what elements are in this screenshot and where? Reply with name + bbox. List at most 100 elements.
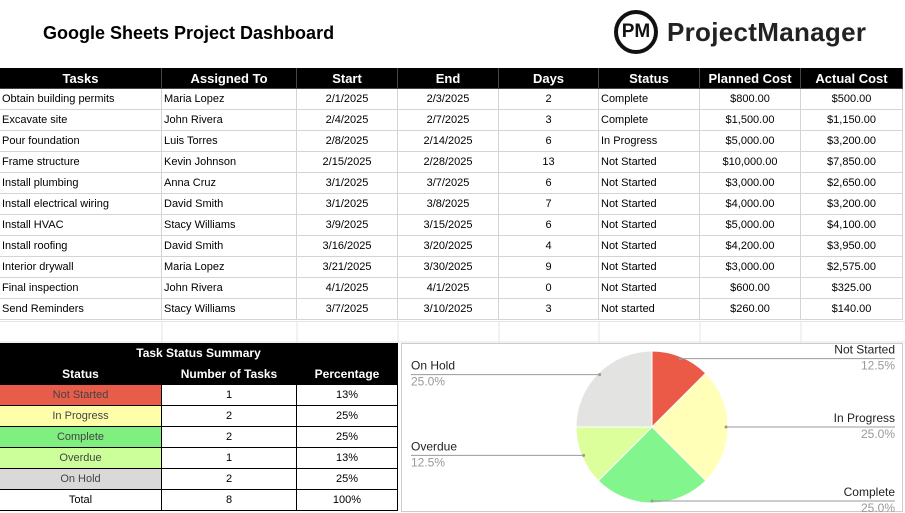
table-cell[interactable]: Luis Torres [162,131,297,152]
table-cell[interactable]: $1,500.00 [700,110,801,131]
table-cell[interactable]: 2/14/2025 [398,131,499,152]
table-cell[interactable]: Maria Lopez [162,257,297,278]
table-cell[interactable]: David Smith [162,194,297,215]
table-cell[interactable]: 3/30/2025 [398,257,499,278]
table-cell[interactable]: 2/15/2025 [297,152,398,173]
table-cell[interactable]: 3/15/2025 [398,215,499,236]
summary-cell[interactable]: 13% [297,448,398,469]
summary-cell[interactable]: In Progress [0,406,162,427]
table-cell[interactable]: 6 [499,131,599,152]
table-cell[interactable]: $2,575.00 [801,257,903,278]
table-cell[interactable]: $2,650.00 [801,173,903,194]
table-cell[interactable]: $325.00 [801,278,903,299]
table-cell[interactable]: Anna Cruz [162,173,297,194]
table-cell[interactable]: 3 [499,110,599,131]
table-cell[interactable]: 3/7/2025 [297,299,398,320]
summary-cell[interactable]: 2 [162,406,297,427]
table-cell[interactable]: Kevin Johnson [162,152,297,173]
column-header[interactable]: Start [297,68,398,89]
table-cell[interactable]: $4,000.00 [700,194,801,215]
table-cell[interactable]: 6 [499,173,599,194]
summary-cell[interactable]: 2 [162,469,297,490]
table-cell[interactable]: $140.00 [801,299,903,320]
table-cell[interactable]: Install electrical wiring [0,194,162,215]
table-cell[interactable]: In Progress [599,131,700,152]
summary-header[interactable]: Number of Tasks [162,364,297,385]
summary-header[interactable]: Percentage [297,364,398,385]
summary-cell[interactable]: 1 [162,385,297,406]
summary-cell[interactable]: 25% [297,406,398,427]
table-cell[interactable]: 3/7/2025 [398,173,499,194]
column-header[interactable]: Days [499,68,599,89]
table-cell[interactable]: Not Started [599,236,700,257]
table-cell[interactable]: 2/7/2025 [398,110,499,131]
table-cell[interactable]: 3/1/2025 [297,173,398,194]
table-cell[interactable]: Install roofing [0,236,162,257]
table-cell[interactable]: 4/1/2025 [297,278,398,299]
table-cell[interactable]: David Smith [162,236,297,257]
summary-cell[interactable]: Overdue [0,448,162,469]
table-cell[interactable]: 3/8/2025 [398,194,499,215]
summary-cell[interactable]: 25% [297,469,398,490]
table-cell[interactable]: Not Started [599,173,700,194]
table-cell[interactable]: Pour foundation [0,131,162,152]
column-header[interactable]: Actual Cost [801,68,903,89]
table-cell[interactable]: Install HVAC [0,215,162,236]
summary-cell[interactable]: Complete [0,427,162,448]
table-cell[interactable]: 13 [499,152,599,173]
table-cell[interactable]: $3,950.00 [801,236,903,257]
table-cell[interactable]: $800.00 [700,89,801,110]
table-cell[interactable]: 2/4/2025 [297,110,398,131]
table-cell[interactable]: 4 [499,236,599,257]
summary-cell[interactable]: 100% [297,490,398,511]
table-cell[interactable]: 0 [499,278,599,299]
table-cell[interactable]: 2/8/2025 [297,131,398,152]
summary-cell[interactable]: Total [0,490,162,511]
table-cell[interactable]: $3,000.00 [700,173,801,194]
table-cell[interactable]: 3/1/2025 [297,194,398,215]
table-cell[interactable]: Not Started [599,194,700,215]
table-cell[interactable]: $4,200.00 [700,236,801,257]
table-cell[interactable]: John Rivera [162,278,297,299]
table-cell[interactable]: Stacy Williams [162,299,297,320]
table-cell[interactable]: Excavate site [0,110,162,131]
table-cell[interactable]: Not Started [599,278,700,299]
table-cell[interactable]: Not Started [599,215,700,236]
summary-cell[interactable]: 25% [297,427,398,448]
summary-cell[interactable]: 13% [297,385,398,406]
table-cell[interactable]: $5,000.00 [700,215,801,236]
table-cell[interactable]: Final inspection [0,278,162,299]
column-header[interactable]: Planned Cost [700,68,801,89]
table-cell[interactable]: 3/10/2025 [398,299,499,320]
table-cell[interactable]: 2 [499,89,599,110]
table-cell[interactable]: 2/3/2025 [398,89,499,110]
table-cell[interactable]: 3/16/2025 [297,236,398,257]
table-cell[interactable]: $3,200.00 [801,131,903,152]
table-cell[interactable]: $1,150.00 [801,110,903,131]
table-cell[interactable]: 6 [499,215,599,236]
table-cell[interactable]: Interior drywall [0,257,162,278]
table-cell[interactable]: Maria Lopez [162,89,297,110]
table-cell[interactable]: Complete [599,89,700,110]
table-cell[interactable]: Not Started [599,152,700,173]
summary-title[interactable]: Task Status Summary [0,343,398,364]
table-cell[interactable]: $5,000.00 [700,131,801,152]
summary-cell[interactable]: 8 [162,490,297,511]
summary-cell[interactable]: On Hold [0,469,162,490]
column-header[interactable]: End [398,68,499,89]
table-cell[interactable]: $600.00 [700,278,801,299]
table-cell[interactable]: Complete [599,110,700,131]
table-cell[interactable]: 2/28/2025 [398,152,499,173]
table-cell[interactable]: 3/9/2025 [297,215,398,236]
table-cell[interactable]: $10,000.00 [700,152,801,173]
table-cell[interactable]: Not started [599,299,700,320]
table-cell[interactable]: 3 [499,299,599,320]
table-cell[interactable]: Stacy Williams [162,215,297,236]
table-cell[interactable]: $260.00 [700,299,801,320]
table-cell[interactable]: 4/1/2025 [398,278,499,299]
table-cell[interactable]: $500.00 [801,89,903,110]
table-cell[interactable]: Install plumbing [0,173,162,194]
column-header[interactable]: Tasks [0,68,162,89]
summary-cell[interactable]: Not Started [0,385,162,406]
table-cell[interactable]: $3,200.00 [801,194,903,215]
